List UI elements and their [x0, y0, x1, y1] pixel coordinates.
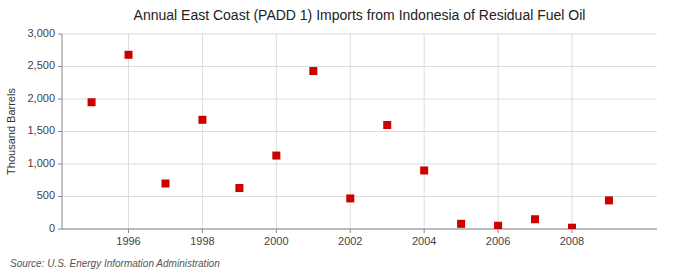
- point: [457, 220, 465, 228]
- point: [494, 222, 502, 229]
- y-grid-line: [62, 229, 657, 230]
- x-grid-line: [572, 34, 573, 229]
- axes: 0 500 1,000 1,500 2,000 2,500 3,000 1996 1998 200…: [27, 27, 657, 247]
- x-tick-label: 2006: [486, 235, 510, 247]
- point: [235, 184, 243, 192]
- y-tick: [58, 66, 62, 67]
- x-tick-label: 1996: [116, 235, 140, 247]
- y-axis-label: Thousand Barrels: [5, 88, 17, 175]
- x-tick: [572, 229, 573, 233]
- y-tick: [58, 34, 62, 35]
- chart: 0 500 1,000 1,500 2,000 2,500 3,000 1996 1998 200…: [0, 0, 675, 275]
- y-tick: [58, 164, 62, 165]
- x-grid-line: [276, 34, 277, 229]
- x-tick-label: 1998: [190, 235, 214, 247]
- x-tick: [424, 229, 425, 233]
- y-tick-label: 1,000: [27, 157, 55, 169]
- point: [309, 67, 317, 75]
- y-tick-label: 500: [37, 189, 55, 201]
- x-grid-line: [498, 34, 499, 229]
- point: [568, 224, 576, 229]
- point: [420, 167, 428, 175]
- y-tick: [58, 229, 62, 230]
- source: Source: U.S. Energy Information Administ…: [10, 258, 220, 269]
- y-grid-line: [62, 66, 657, 67]
- y-tick-label: 3,000: [27, 27, 55, 39]
- x-tick-label: 2000: [264, 235, 288, 247]
- grid: [62, 34, 657, 229]
- x-axis-line: [62, 229, 657, 230]
- y-grid-line: [62, 196, 657, 197]
- point: [383, 121, 391, 129]
- x-tick: [128, 229, 129, 233]
- y-tick: [58, 131, 62, 132]
- x-tick: [202, 229, 203, 233]
- y-grid-line: [62, 131, 657, 132]
- y-grid-line: [62, 34, 657, 35]
- x-grid-line: [424, 34, 425, 229]
- y-axis-line: [62, 34, 63, 229]
- x-tick-label: 2004: [412, 235, 436, 247]
- x-tick-label: 2008: [560, 235, 584, 247]
- point: [88, 98, 96, 106]
- points: [88, 51, 613, 229]
- x-tick: [350, 229, 351, 233]
- point: [531, 215, 539, 223]
- title: Annual East Coast (PADD 1) Imports from …: [134, 7, 586, 23]
- x-tick: [276, 229, 277, 233]
- x-grid-line: [202, 34, 203, 229]
- point: [198, 116, 206, 124]
- y-grid-line: [62, 99, 657, 100]
- point: [161, 180, 169, 188]
- y-tick-label: 2,000: [27, 92, 55, 104]
- point: [346, 194, 354, 202]
- y-tick-label: 1,500: [27, 124, 55, 136]
- x-tick: [498, 229, 499, 233]
- y-tick: [58, 196, 62, 197]
- x-grid-line: [128, 34, 129, 229]
- y-tick: [58, 99, 62, 100]
- y-grid-line: [62, 164, 657, 165]
- y-tick-label: 2,500: [27, 59, 55, 71]
- x-tick-label: 2002: [338, 235, 362, 247]
- point: [605, 196, 613, 204]
- point: [125, 51, 133, 59]
- y-tick-label: 0: [49, 222, 55, 234]
- point: [272, 152, 280, 160]
